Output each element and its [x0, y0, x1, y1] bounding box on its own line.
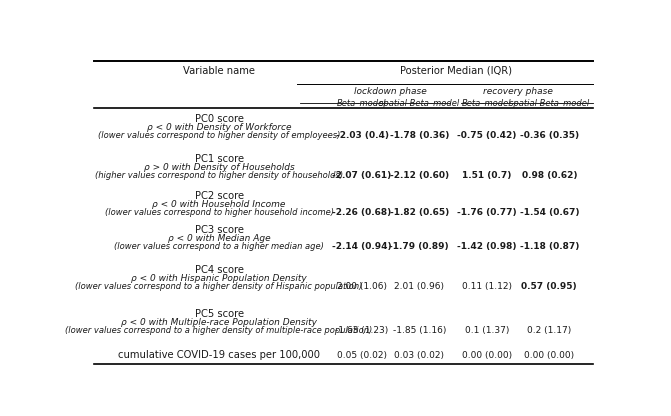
- Text: PC0 score: PC0 score: [195, 114, 244, 124]
- Text: -1.79 (0.89): -1.79 (0.89): [389, 242, 449, 251]
- Text: ρ < 0 with Median Age: ρ < 0 with Median Age: [168, 234, 270, 243]
- Text: -1.78 (0.36): -1.78 (0.36): [390, 131, 449, 141]
- Text: spatial Beta–model: spatial Beta–model: [379, 99, 460, 108]
- Text: (lower values correspond to a higher median age): (lower values correspond to a higher med…: [114, 242, 324, 251]
- Text: Posterior Median (IQR): Posterior Median (IQR): [400, 66, 512, 76]
- Text: 0.03 (0.02): 0.03 (0.02): [395, 351, 444, 359]
- Text: PC1 score: PC1 score: [195, 154, 244, 164]
- Text: 2.01 (0.96): 2.01 (0.96): [395, 282, 444, 291]
- Text: 2.00 (1.06): 2.00 (1.06): [337, 282, 387, 291]
- Text: PC2 score: PC2 score: [195, 191, 244, 201]
- Text: ρ < 0 with Multiple-race Population Density: ρ < 0 with Multiple-race Population Dens…: [121, 318, 317, 327]
- Text: -1.82 (0.65): -1.82 (0.65): [390, 208, 449, 217]
- Text: -0.75 (0.42): -0.75 (0.42): [457, 131, 517, 141]
- Text: 0.2 (1.17): 0.2 (1.17): [527, 326, 572, 335]
- Text: recovery phase: recovery phase: [483, 87, 553, 96]
- Text: (lower values correspond to a higher density of multiple-race population): (lower values correspond to a higher den…: [66, 326, 372, 335]
- Text: -2.26 (0.68): -2.26 (0.68): [332, 208, 392, 217]
- Text: (lower values correspond to a higher density of Hispanic population): (lower values correspond to a higher den…: [75, 282, 363, 291]
- Text: -1.63 (1.23): -1.63 (1.23): [336, 326, 389, 335]
- Text: 0.05 (0.02): 0.05 (0.02): [337, 351, 387, 359]
- Text: -2.12 (0.60): -2.12 (0.60): [390, 171, 449, 181]
- Text: -1.54 (0.67): -1.54 (0.67): [519, 208, 579, 217]
- Text: 1.51 (0.7): 1.51 (0.7): [462, 171, 511, 181]
- Text: -2.07 (0.61): -2.07 (0.61): [332, 171, 392, 181]
- Text: -1.85 (1.16): -1.85 (1.16): [393, 326, 446, 335]
- Text: spatial Beta–model: spatial Beta–model: [509, 99, 589, 108]
- Text: -2.03 (0.4): -2.03 (0.4): [336, 131, 389, 141]
- Text: Beta–model: Beta–model: [338, 99, 387, 108]
- Text: (lower values correspond to higher density of employees): (lower values correspond to higher densi…: [98, 131, 340, 141]
- Text: Beta–model: Beta–model: [462, 99, 512, 108]
- Text: ρ < 0 with Household Income: ρ < 0 with Household Income: [152, 200, 286, 209]
- Text: ρ < 0 with Hispanic Population Density: ρ < 0 with Hispanic Population Density: [132, 274, 307, 282]
- Text: PC4 score: PC4 score: [195, 265, 244, 275]
- Text: lockdown phase: lockdown phase: [354, 87, 427, 96]
- Text: 0.98 (0.62): 0.98 (0.62): [521, 171, 577, 181]
- Text: PC3 score: PC3 score: [195, 225, 244, 235]
- Text: Variable name: Variable name: [183, 66, 255, 76]
- Text: 0.00 (0.00): 0.00 (0.00): [462, 351, 512, 359]
- Text: (higher values correspond to higher density of households): (higher values correspond to higher dens…: [95, 171, 343, 181]
- Text: -1.42 (0.98): -1.42 (0.98): [457, 242, 517, 251]
- Text: 0.57 (0.95): 0.57 (0.95): [521, 282, 577, 291]
- Text: cumulative COVID-19 cases per 100,000: cumulative COVID-19 cases per 100,000: [118, 350, 320, 360]
- Text: (lower values correspond to higher household income): (lower values correspond to higher house…: [105, 208, 333, 217]
- Text: -1.76 (0.77): -1.76 (0.77): [457, 208, 517, 217]
- Text: -2.14 (0.94): -2.14 (0.94): [332, 242, 392, 251]
- Text: -1.18 (0.87): -1.18 (0.87): [519, 242, 579, 251]
- Text: -0.36 (0.35): -0.36 (0.35): [520, 131, 579, 141]
- Text: 0.1 (1.37): 0.1 (1.37): [465, 326, 509, 335]
- Text: PC5 score: PC5 score: [195, 309, 244, 319]
- Text: ρ > 0 with Density of Households: ρ > 0 with Density of Households: [144, 163, 295, 172]
- Text: 0.11 (1.12): 0.11 (1.12): [462, 282, 512, 291]
- Text: 0.00 (0.00): 0.00 (0.00): [524, 351, 574, 359]
- Text: ρ < 0 with Density of Workforce: ρ < 0 with Density of Workforce: [147, 123, 291, 132]
